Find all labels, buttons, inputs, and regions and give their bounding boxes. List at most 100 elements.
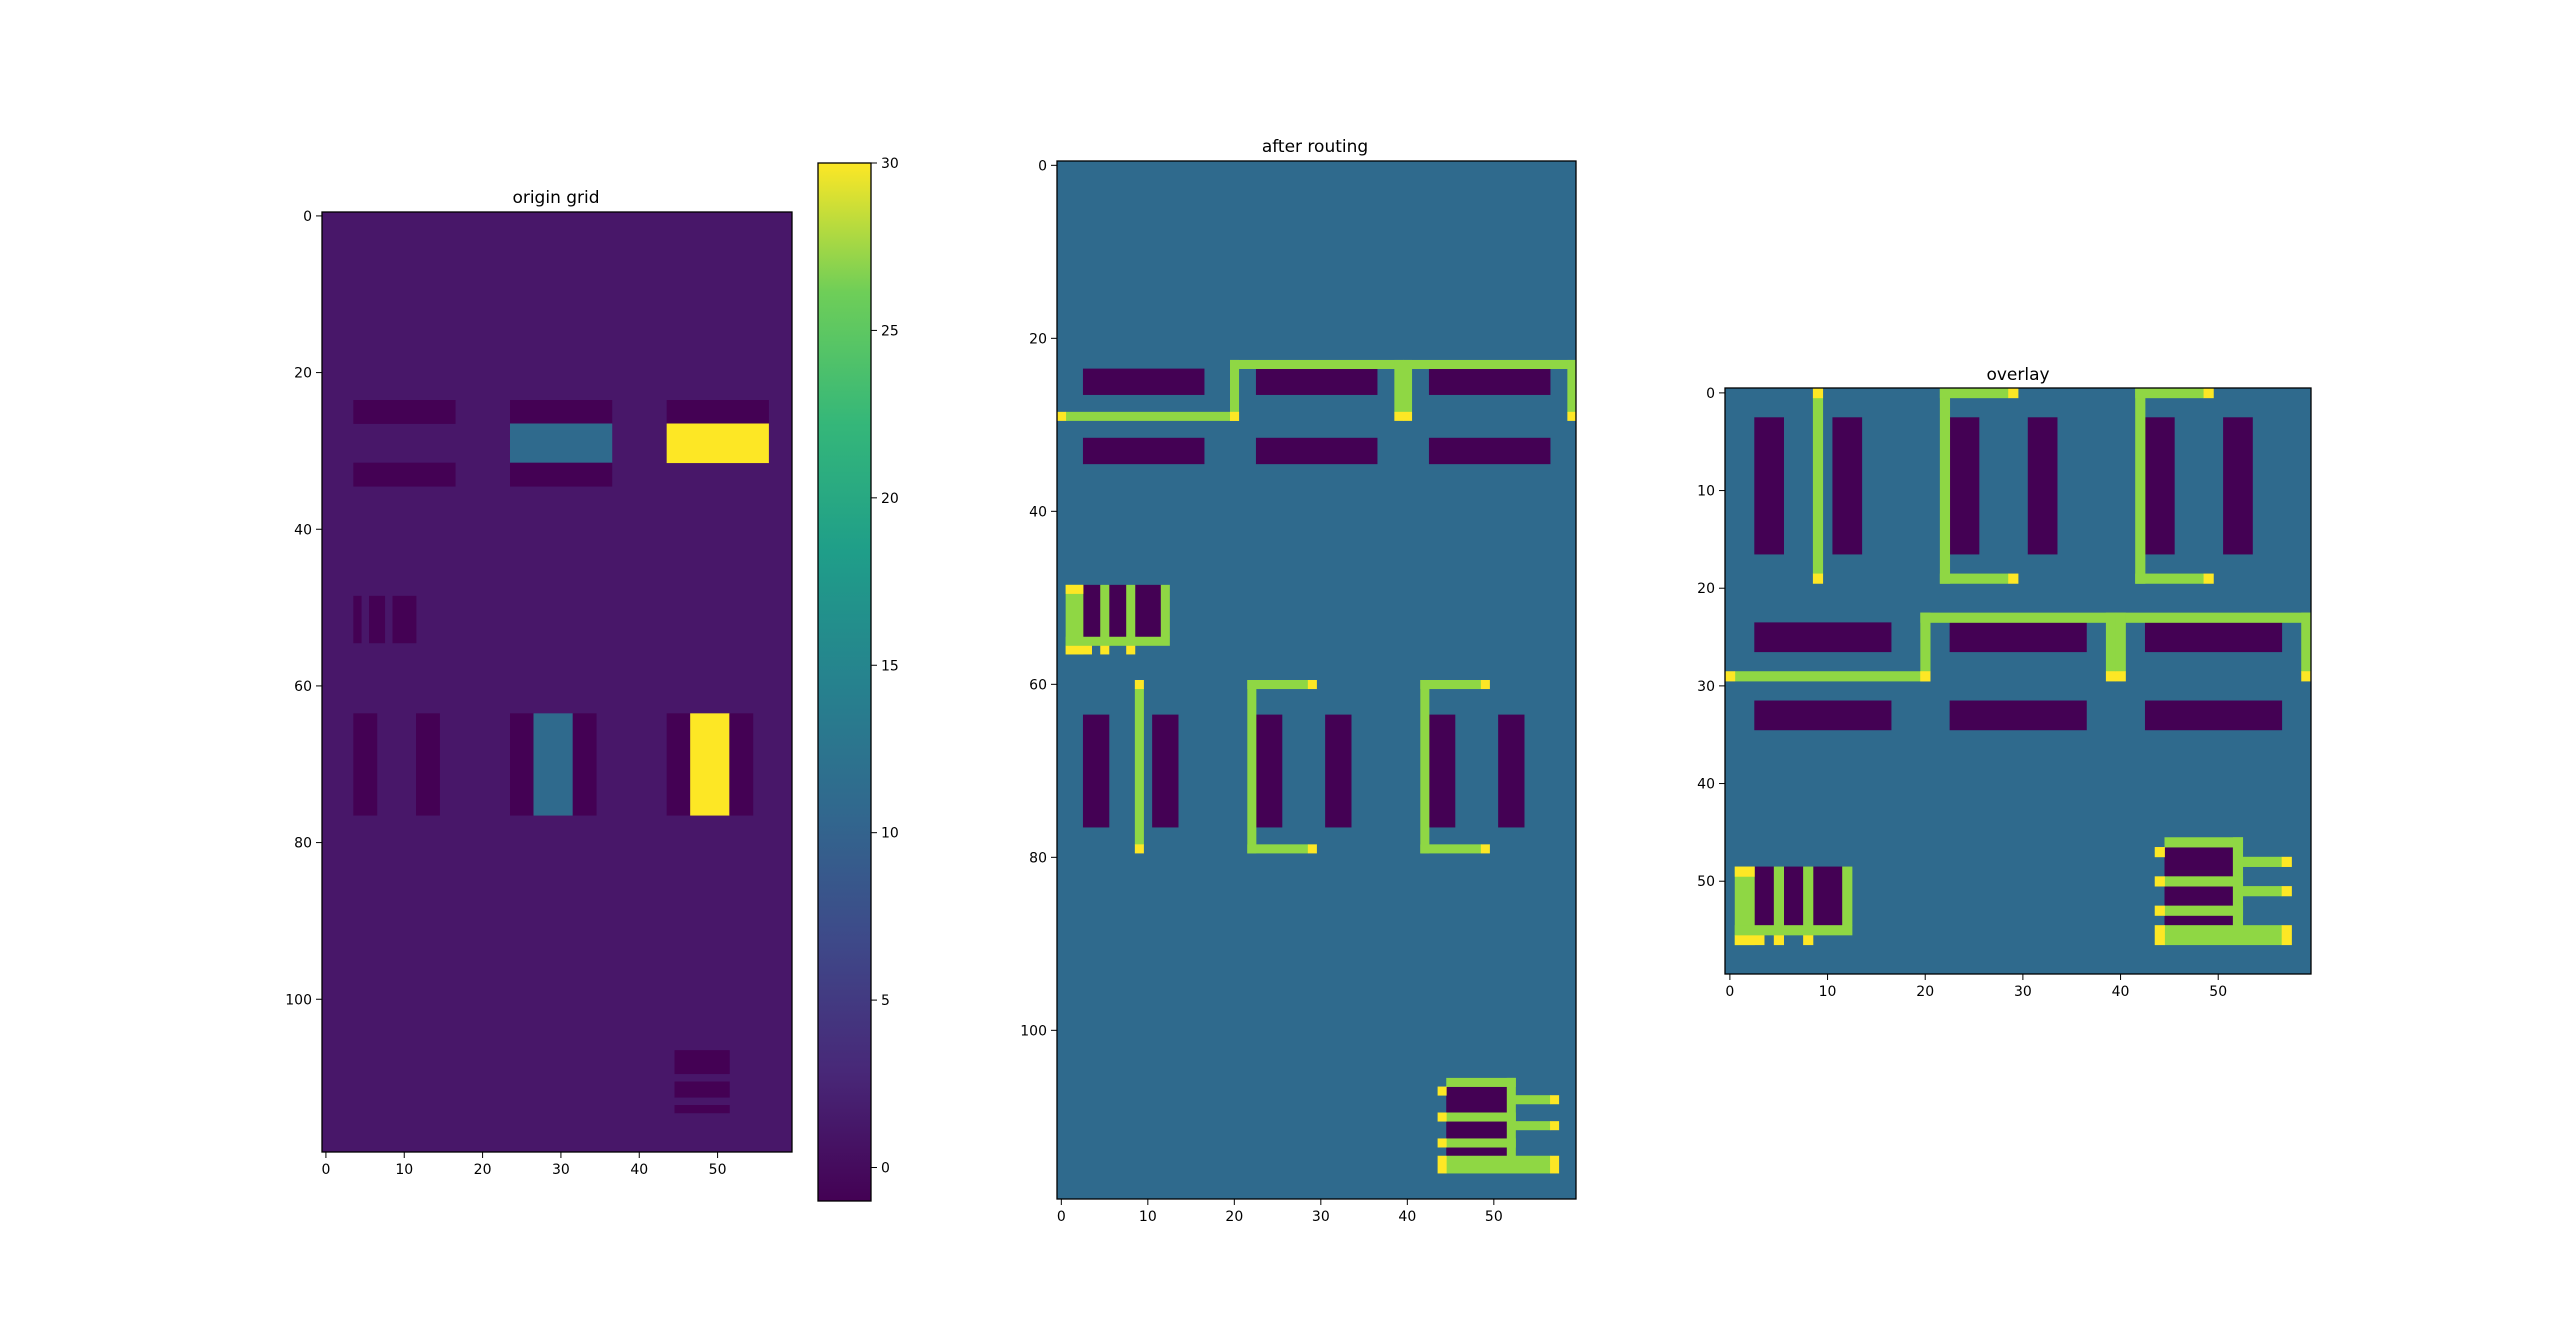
heatmap-cell (1065, 636, 1170, 646)
x-tick-label: 40 (2112, 984, 2130, 1000)
heatmap-cell (2164, 847, 2234, 877)
x-tick-label: 40 (1398, 1209, 1416, 1225)
heatmap-cell (1812, 573, 1824, 584)
heatmap-cell (572, 713, 597, 816)
heatmap-cell (510, 713, 534, 816)
heatmap-cell (1812, 388, 1824, 399)
heatmap-cell (1428, 368, 1551, 395)
heatmap-cell (2105, 671, 2117, 682)
heatmap-cell (674, 1081, 730, 1098)
heatmap-cell (2164, 905, 2244, 916)
heatmap-cell (2242, 886, 2283, 897)
heatmap-cell (1100, 645, 1110, 655)
heatmap-cell (1108, 584, 1127, 638)
heatmap-cell (2135, 388, 2204, 399)
heatmap-cell (1567, 359, 1577, 413)
y-tick-label: 40 (1697, 777, 1715, 793)
heatmap-cell (690, 713, 730, 816)
heatmap-cell (1420, 844, 1482, 854)
y-tick-label: 80 (1029, 850, 1047, 866)
heatmap-cell (1734, 866, 1755, 877)
x-tick-label: 30 (2014, 984, 2032, 1000)
colorbar-tick-label: 5 (881, 993, 890, 1009)
heatmap-cell (1734, 671, 1921, 682)
heatmap-cell (1754, 622, 1892, 653)
heatmap-cell (1725, 671, 1736, 682)
colorbar-ticks: 0 5 10 15 20 25 30 (871, 156, 899, 1177)
heatmap-cell (674, 1050, 730, 1075)
heatmap-cell (1515, 1095, 1551, 1105)
overlay-ticks: 0 10 20 30 40 50 0 10 20 30 40 50 (1697, 386, 2227, 1000)
y-tick-label: 100 (285, 992, 312, 1008)
heatmap-cell (1939, 388, 1951, 584)
heatmap-cell (1437, 1155, 1447, 1174)
heatmap-cell (353, 595, 362, 644)
x-tick-label: 0 (1057, 1209, 1066, 1225)
heatmap-cell (1446, 1086, 1508, 1113)
heatmap-cell (2242, 856, 2283, 867)
heatmap-cell (1428, 714, 1456, 828)
y-tick-label: 30 (1697, 679, 1715, 695)
x-tick-label: 20 (1916, 984, 1934, 1000)
heatmap-cell (1773, 866, 1784, 936)
x-tick-label: 0 (321, 1162, 330, 1178)
heatmap-cell (2164, 925, 2283, 946)
heatmap-cell (1307, 844, 1317, 854)
heatmap-cell (729, 713, 754, 816)
heatmap-cell (2281, 856, 2292, 867)
origin-grid-ticks: 0 10 20 30 40 50 0 20 40 60 80 100 (285, 209, 726, 1178)
x-tick-label: 30 (552, 1162, 570, 1178)
after-routing-ticks: 0 10 20 30 40 50 0 20 40 60 80 100 (1020, 158, 1502, 1225)
x-tick-label: 20 (1225, 1209, 1243, 1225)
heatmap-cell (2144, 417, 2175, 555)
heatmap-cell (1498, 714, 1525, 828)
origin-grid-heatmap (322, 212, 792, 1152)
colorbar: 0 5 10 15 20 25 30 (817, 156, 899, 1202)
x-tick-label: 30 (1312, 1209, 1330, 1225)
heatmap-cell (1437, 1112, 1447, 1122)
heatmap-cell (510, 462, 613, 487)
heatmap-cell (1480, 680, 1490, 690)
x-tick-label: 10 (395, 1162, 413, 1178)
after-routing-frame (1056, 160, 1577, 1200)
heatmap-cell (1100, 584, 1110, 646)
heatmap-cell (1812, 866, 1843, 926)
heatmap-cell (1403, 411, 1413, 421)
heatmap-cell (416, 713, 440, 816)
heatmap-cell (1803, 934, 1814, 946)
heatmap-cell (353, 713, 378, 816)
heatmap-cell (1446, 1138, 1516, 1148)
heatmap-cell (666, 423, 769, 464)
heatmap-cell (1803, 866, 1814, 936)
x-tick-label: 10 (1139, 1209, 1157, 1225)
heatmap-cell (1773, 934, 1784, 946)
heatmap-cell (1230, 359, 1404, 369)
heatmap-cell (533, 713, 574, 816)
heatmap-cell (1247, 680, 1309, 690)
after-routing-panel: after routing 0 10 20 30 40 50 0 20 40 60 80 100 (1020, 137, 1577, 1225)
heatmap-cell (1939, 573, 2009, 584)
heatmap-cell (2105, 612, 2117, 672)
heatmap-cell (1949, 417, 1980, 555)
origin-grid-panel: origin grid 0 10 20 30 40 50 0 20 40 60 80 100 (285, 188, 793, 1178)
y-tick-label: 80 (294, 836, 312, 852)
overlay-title: overlay (1986, 365, 2049, 385)
heatmap-cell (1065, 411, 1231, 421)
y-tick-label: 40 (294, 522, 312, 538)
x-tick-label: 50 (709, 1162, 727, 1178)
overlay-panel: overlay 0 10 20 30 40 50 0 10 20 30 40 50 (1697, 365, 2312, 1000)
heatmap-cell (2135, 388, 2146, 584)
heatmap-cell (1403, 359, 1413, 413)
heatmap-cell (1126, 584, 1136, 646)
origin-grid-title: origin grid (512, 188, 599, 208)
heatmap-cell (1567, 411, 1577, 421)
heatmap-cell (2223, 417, 2253, 555)
colorbar-tick-label: 25 (881, 323, 899, 339)
x-tick-label: 10 (1819, 984, 1837, 1000)
y-tick-label: 10 (1697, 484, 1715, 500)
heatmap-cell (1734, 925, 1853, 936)
heatmap-cell (2135, 573, 2204, 584)
heatmap-cell (1082, 714, 1110, 828)
heatmap-cell (392, 595, 417, 644)
heatmap-cell (1134, 680, 1144, 690)
